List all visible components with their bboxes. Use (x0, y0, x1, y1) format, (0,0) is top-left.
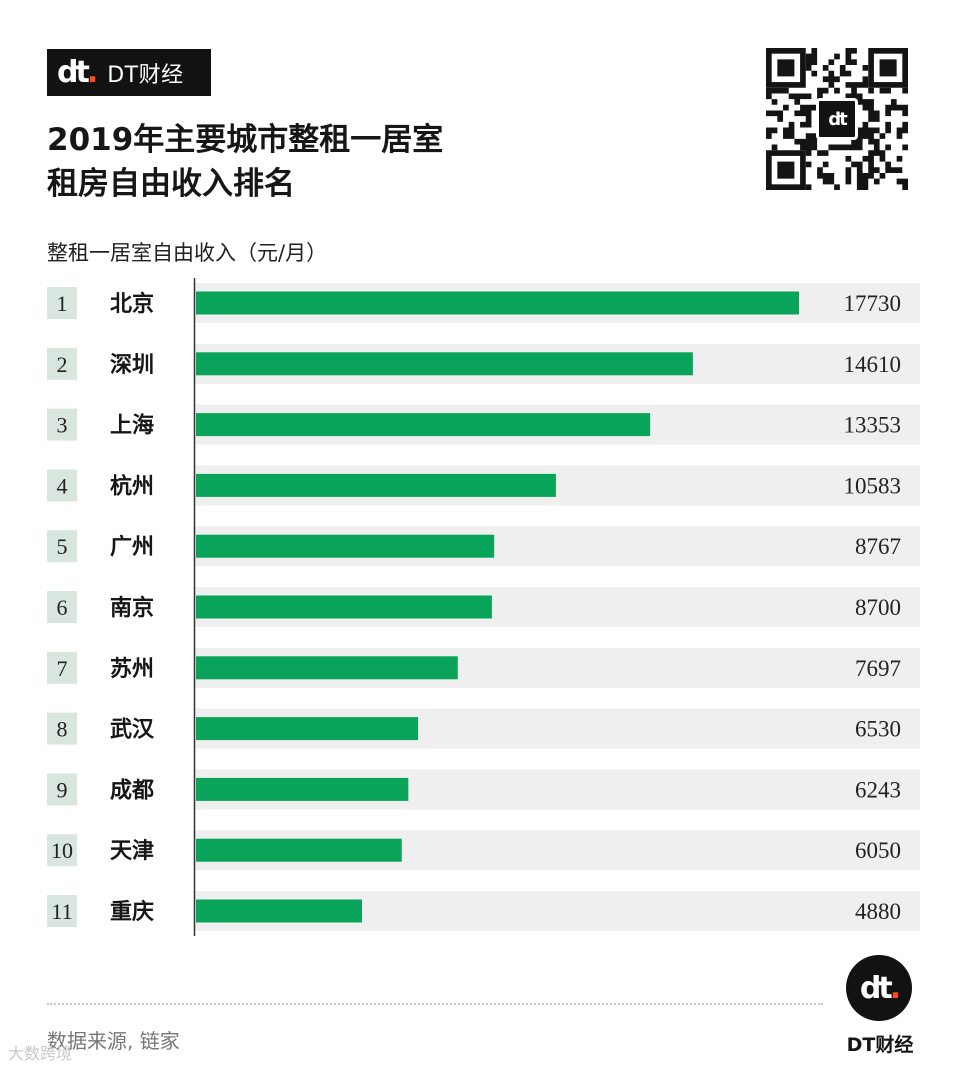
rank-badge (47, 287, 77, 319)
bar (196, 595, 492, 619)
bar (196, 534, 495, 558)
category-label: 广州 (110, 534, 154, 560)
rank-label: 4 (57, 473, 68, 498)
rank-badge (47, 712, 77, 745)
rank-label: 5 (57, 534, 68, 559)
rank-badge (47, 651, 77, 684)
bar (196, 777, 409, 801)
bar (196, 352, 693, 376)
logo-name: DT财经 (846, 1034, 914, 1056)
rank-label: 10 (51, 838, 73, 863)
category-label: 杭州 (110, 473, 154, 499)
rank-label: 7 (57, 656, 68, 681)
category-label: 成都 (110, 778, 154, 803)
value-label: 17730 (844, 291, 902, 316)
brand-name: DT财经 (107, 62, 184, 88)
rank-label: 8 (57, 717, 68, 742)
value-label: 8767 (855, 534, 901, 559)
bar (196, 473, 556, 497)
rank-label: 11 (51, 899, 72, 924)
value-label: 8700 (855, 595, 901, 620)
category-label: 天津 (110, 838, 154, 864)
category-label: 武汉 (110, 718, 155, 743)
value-label: 6530 (855, 717, 901, 742)
category-label: 南京 (110, 595, 154, 621)
bar (196, 899, 362, 923)
rank-badge (47, 895, 77, 927)
value-label: 10583 (844, 473, 902, 498)
brand-logo-icon: dt. (57, 54, 98, 90)
bar (196, 413, 651, 437)
qr-finder (777, 59, 795, 77)
category-label: 深圳 (110, 353, 154, 378)
category-label: 北京 (110, 291, 154, 317)
rank-badge (47, 347, 77, 380)
value-label: 4880 (855, 899, 901, 924)
bar (196, 656, 458, 680)
qr-finder (879, 59, 897, 77)
rank-label: 3 (57, 413, 68, 438)
axis-label: 整租一居室自由收入（元/月） (47, 241, 328, 265)
rank-label: 6 (57, 595, 68, 620)
category-label: 上海 (110, 413, 154, 439)
bar (196, 291, 799, 315)
brand-tag: dt. DT财经 (47, 49, 211, 96)
value-label: 14610 (844, 352, 902, 377)
rank-badge (47, 530, 77, 563)
bar (196, 717, 419, 741)
rank-label: 9 (57, 777, 68, 802)
rank-badge (47, 408, 77, 441)
value-label: 13353 (844, 413, 902, 438)
rank-label: 2 (57, 352, 68, 377)
value-label: 7697 (855, 656, 901, 681)
bar (196, 838, 402, 862)
value-label: 6050 (855, 838, 901, 863)
qr-finder (777, 161, 795, 179)
rank-badge (47, 469, 77, 502)
rank-badge (47, 591, 77, 623)
value-label: 6243 (855, 777, 901, 802)
rank-label: 1 (57, 291, 68, 316)
chart-title: 2019年主要城市整租一居室 租房自由收入排名 (47, 118, 607, 206)
corner-watermark: 大数跨境 (8, 1044, 73, 1063)
title-line-2: 租房自由收入排名 (47, 166, 295, 202)
data-source: 数据来源, 链家 (47, 1029, 180, 1053)
title-line-1: 2019年主要城市整租一居室 (47, 122, 444, 158)
category-label: 苏州 (110, 656, 154, 682)
rank-badge (47, 773, 77, 806)
category-label: 重庆 (110, 899, 154, 925)
rank-badge (47, 834, 77, 867)
qr-badge-icon: dt (816, 98, 858, 140)
dt-logo-icon: dt. (846, 955, 912, 1021)
qr-code: dt (766, 48, 908, 190)
footer-divider (47, 1003, 823, 1005)
